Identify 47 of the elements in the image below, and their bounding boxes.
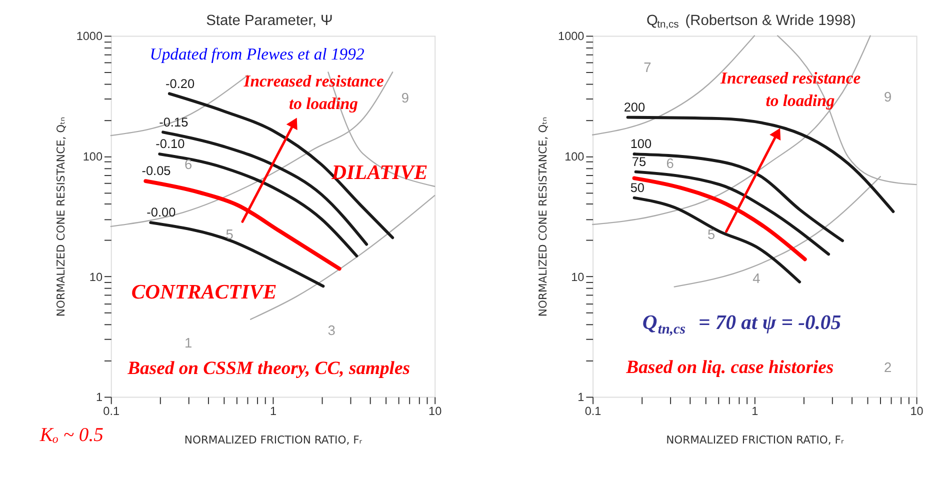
x-axis-title: NORMALIZED FRICTION RATIO, Fᵣ [184, 433, 362, 446]
annotation: 4 [752, 270, 761, 286]
y-axis-title: NORMALIZED CONE RESISTANCE, Qₜₙ [54, 116, 68, 317]
y-tick-label: 100 [82, 150, 103, 164]
annotation: 9 [884, 89, 892, 104]
series-label: -0.05 [142, 163, 171, 178]
y-tick-label: 1 [96, 391, 103, 404]
annotation: 9 [401, 90, 409, 106]
annotation: Increased resistance to loading [242, 71, 385, 113]
y-axis-title: NORMALIZED CONE RESISTANCE, Qₜₙ [536, 116, 550, 317]
x-tick-label: 1 [270, 404, 276, 418]
annotation: 3 [328, 322, 336, 338]
chart-title: State Parameter, Ψ [206, 12, 333, 29]
annotation: DILATIVE [330, 162, 428, 184]
series-label: 50 [630, 180, 645, 195]
series-label: -0.00 [146, 204, 176, 220]
y-tick-label: 100 [564, 150, 585, 164]
x-tick-label: 0.1 [584, 404, 602, 418]
annotation: 5 [226, 226, 234, 242]
annotation: 1 [184, 336, 192, 351]
series-label: 200 [624, 99, 646, 114]
annotation: Increased resistance to loading [720, 68, 862, 110]
x-tick-label: 1 [752, 404, 758, 418]
y-tick-label: 1 [578, 391, 584, 404]
x-axis-title: NORMALIZED FRICTION RATIO, Fᵣ [666, 433, 844, 446]
annotation: 6 [184, 157, 193, 172]
series-label: -0.15 [159, 114, 188, 130]
series-label: -0.20 [165, 76, 195, 91]
annotation: 5 [707, 226, 716, 242]
x-tick-label: 10 [910, 404, 924, 418]
x-tick-label: 10 [428, 404, 442, 418]
x-tick-label: 0.1 [103, 404, 120, 418]
series-label: -0.10 [156, 136, 185, 152]
y-tick-label: 10 [571, 270, 585, 284]
annotation: CONTRACTIVE [131, 282, 277, 304]
series-label: 100 [630, 136, 652, 152]
y-tick-label: 10 [89, 270, 103, 284]
annotation: 6 [666, 156, 674, 172]
y-tick-label: 1000 [76, 30, 103, 44]
series-label: 75 [632, 154, 646, 169]
annotation: Based on liq. case histories [625, 357, 834, 378]
annotation: 7 [644, 60, 652, 76]
annotation: Updated from Plewes et al 1992 [150, 44, 364, 64]
text: Kₒ ~ 0.5 [38, 424, 104, 446]
y-tick-label: 1000 [558, 30, 585, 44]
annotation: Based on CSSM theory, CC, samples [126, 358, 410, 380]
annotation: 2 [884, 360, 892, 376]
